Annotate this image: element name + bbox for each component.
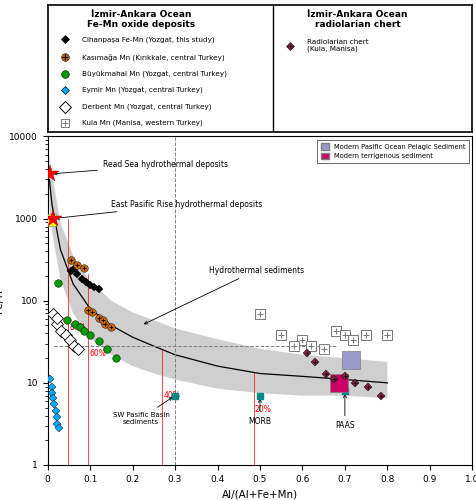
X-axis label: Al/(Al+Fe+Mn): Al/(Al+Fe+Mn) bbox=[221, 490, 298, 500]
Text: SW Pasific Basin
sediments: SW Pasific Basin sediments bbox=[112, 398, 172, 424]
Y-axis label: Fe/Ti: Fe/Ti bbox=[0, 288, 4, 312]
Text: MORB: MORB bbox=[248, 400, 271, 425]
Text: 40%: 40% bbox=[163, 391, 180, 400]
Text: Derbent Mn (Yozgat, central Turkey): Derbent Mn (Yozgat, central Turkey) bbox=[81, 104, 211, 110]
Text: İzmir-Ankara Ocean
Fe-Mn oxide deposits: İzmir-Ankara Ocean Fe-Mn oxide deposits bbox=[87, 10, 195, 29]
Text: Büyükmahal Mn (Yozgat, central Turkey): Büyükmahal Mn (Yozgat, central Turkey) bbox=[81, 70, 226, 77]
Text: Radiolarian chert
(Kula, Manisa): Radiolarian chert (Kula, Manisa) bbox=[306, 39, 367, 52]
Text: East Pasific Rise hydrothermal deposits: East Pasific Rise hydrothermal deposits bbox=[56, 200, 262, 220]
Text: Read Sea hydrothermal deposits: Read Sea hydrothermal deposits bbox=[54, 160, 228, 175]
Text: Hydrothermal sediments: Hydrothermal sediments bbox=[144, 266, 304, 324]
Text: Eymir Mn (Yozgat, central Turkey): Eymir Mn (Yozgat, central Turkey) bbox=[81, 87, 202, 94]
Text: 80%: 80% bbox=[69, 322, 86, 332]
Text: Kasımağa Mn (Kırıkkale, central Turkey): Kasımağa Mn (Kırıkkale, central Turkey) bbox=[81, 54, 224, 61]
Polygon shape bbox=[50, 154, 387, 398]
Text: PAAS: PAAS bbox=[334, 394, 354, 430]
Text: 60%: 60% bbox=[89, 349, 106, 358]
Text: Kula Mn (Manisa, western Turkey): Kula Mn (Manisa, western Turkey) bbox=[81, 120, 202, 126]
Text: Cihanpaşa Fe-Mn (Yozgat, this study): Cihanpaşa Fe-Mn (Yozgat, this study) bbox=[81, 36, 214, 43]
Text: İzmir-Ankara Ocean
radiolarian chert: İzmir-Ankara Ocean radiolarian chert bbox=[307, 10, 407, 29]
Text: 20%: 20% bbox=[254, 405, 271, 414]
Legend: Modern Pasific Ocean Pelagic Sediment, Modern terrigenous sediment: Modern Pasific Ocean Pelagic Sediment, M… bbox=[317, 140, 468, 163]
